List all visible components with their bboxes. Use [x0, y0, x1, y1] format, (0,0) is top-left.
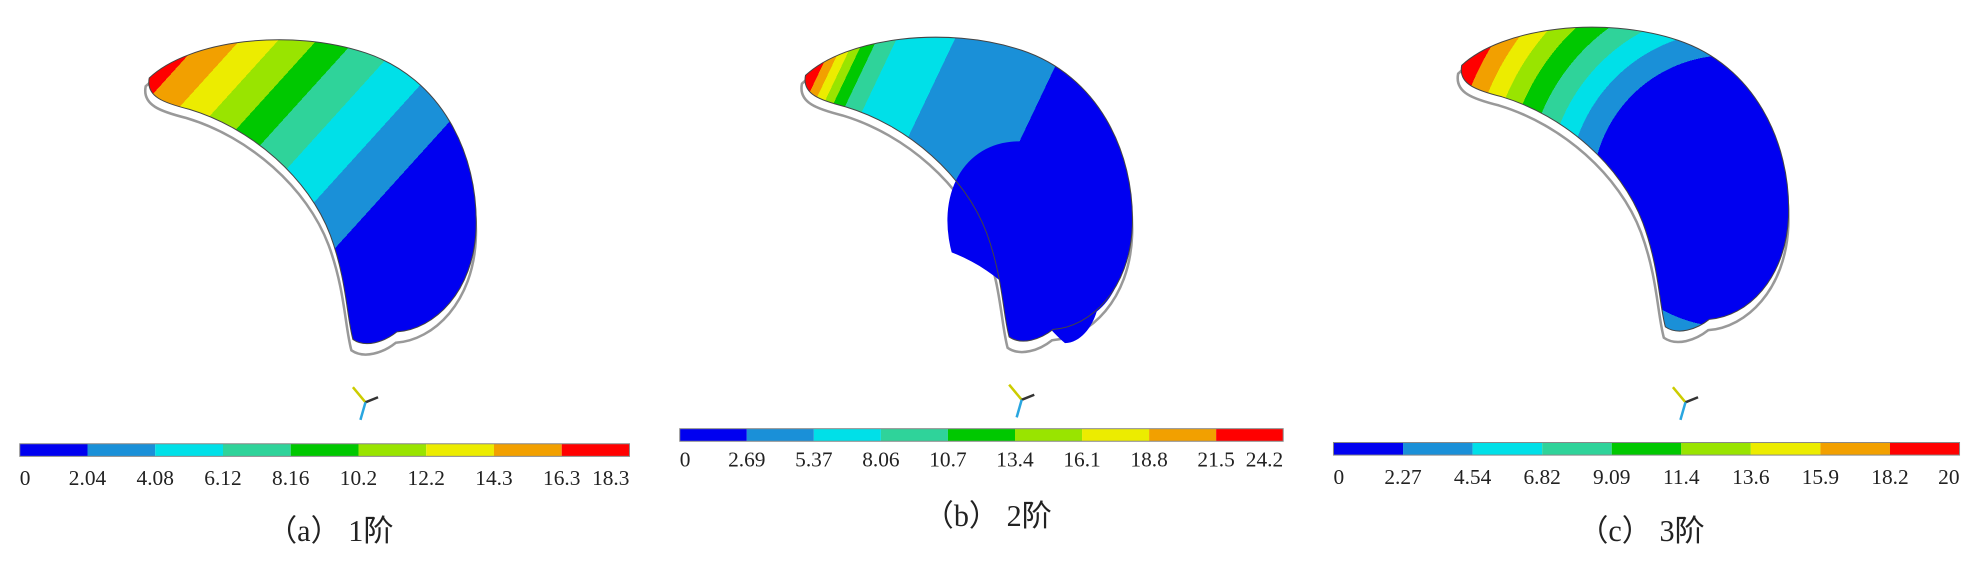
axis-triad [1008, 383, 1035, 418]
colorbar-segment [561, 443, 630, 457]
colorbar-segment [222, 443, 291, 457]
colorbar-segment [1611, 442, 1682, 456]
colorbar-frame [1332, 442, 1961, 456]
colorbar-label: 10.7 [929, 447, 967, 471]
colorbar-segment [426, 443, 494, 457]
colorbar-segment [1014, 428, 1083, 442]
colorbar-segment [1333, 442, 1404, 456]
colorbar-label: 2.69 [728, 447, 765, 471]
axis-triad [351, 386, 379, 421]
triad-x [1685, 396, 1699, 404]
colorbar-label: 2.27 [1384, 465, 1422, 489]
colorbar-label: 4.54 [1454, 465, 1492, 489]
triad-x [365, 396, 379, 404]
colorbar-label: 20 [1938, 465, 1959, 489]
blade-edge [1460, 26, 1790, 332]
colorbar-segment [155, 443, 223, 457]
colorbar-segment [1542, 442, 1612, 456]
colorbar-label: 2.04 [69, 466, 107, 490]
colorbar-label: 24.2 [1246, 447, 1283, 471]
colorbar-segment [493, 443, 562, 457]
colorbar-segment [1082, 428, 1150, 442]
panel [1456, 26, 1790, 344]
colorbar-label: 13.6 [1732, 465, 1770, 489]
colorbar-segment [679, 428, 747, 442]
colorbar-segment [746, 428, 814, 442]
panel [800, 36, 1147, 362]
triad-y [1671, 386, 1687, 404]
colorbar-label: 0 [1333, 465, 1344, 489]
blade-contour [1461, 27, 1789, 332]
colorbar-label: 0 [20, 466, 31, 490]
panel [143, 39, 478, 356]
colorbar-segment [87, 443, 156, 457]
colorbar-label: 0 [680, 447, 691, 471]
colorbar-segment [1750, 442, 1821, 456]
colorbar-label: 21.5 [1197, 447, 1234, 471]
colorbar-label: 8.16 [272, 466, 310, 490]
colorbar-label: 13.4 [996, 447, 1034, 471]
colorbar-label: 6.12 [204, 466, 241, 490]
colorbar-label: 15.9 [1802, 465, 1839, 489]
colorbar-frame [19, 443, 630, 457]
colorbar-label: 16.3 [543, 466, 580, 490]
colorbar-segment [880, 428, 948, 442]
colorbar-label: 5.37 [795, 447, 833, 471]
colorbar-segment [1820, 442, 1890, 456]
colorbar-label: 18.2 [1871, 465, 1908, 489]
colorbar-label: 10.2 [340, 466, 377, 490]
axis-triad [1671, 386, 1699, 421]
colorbar-label: 18.8 [1130, 447, 1167, 471]
colorbar-segment [1472, 442, 1543, 456]
colorbar-segment [19, 443, 88, 457]
colorbar-label: 4.08 [137, 466, 174, 490]
colorbar-label: 9.09 [1593, 465, 1630, 489]
triad-z [359, 401, 367, 421]
colorbar-segment [813, 428, 881, 442]
colorbar-segment [1681, 442, 1751, 456]
colorbar-label: 6.82 [1523, 465, 1560, 489]
colorbar-label: 18.3 [592, 466, 629, 490]
triad-z [1015, 399, 1023, 418]
colorbar-label: 16.1 [1063, 447, 1100, 471]
colorbar-segment [1149, 428, 1217, 442]
caption: （c） 3阶 [1578, 514, 1704, 548]
triad-y [351, 386, 367, 404]
colorbar-segment [290, 443, 359, 457]
colorbar-frame [679, 428, 1284, 442]
colorbar-label: 12.2 [408, 466, 445, 490]
colorbar-label: 14.3 [475, 466, 512, 490]
colorbar-segment [947, 428, 1015, 442]
caption: （a） 1阶 [267, 514, 393, 548]
triad-y [1008, 383, 1023, 401]
blade-edge [804, 36, 1133, 342]
colorbar-segment [1216, 428, 1284, 442]
colorbar-label: 11.4 [1663, 465, 1700, 489]
triad-x [1021, 393, 1035, 401]
colorbar-segment [358, 443, 427, 457]
blade-contour [148, 39, 477, 344]
colorbar-segment [1889, 442, 1960, 456]
caption: （b） 2阶 [924, 499, 1052, 533]
triad-z [1679, 401, 1687, 421]
colorbar-label: 8.06 [862, 447, 900, 471]
blade-edge [148, 39, 477, 345]
colorbar-segment [1403, 442, 1473, 456]
